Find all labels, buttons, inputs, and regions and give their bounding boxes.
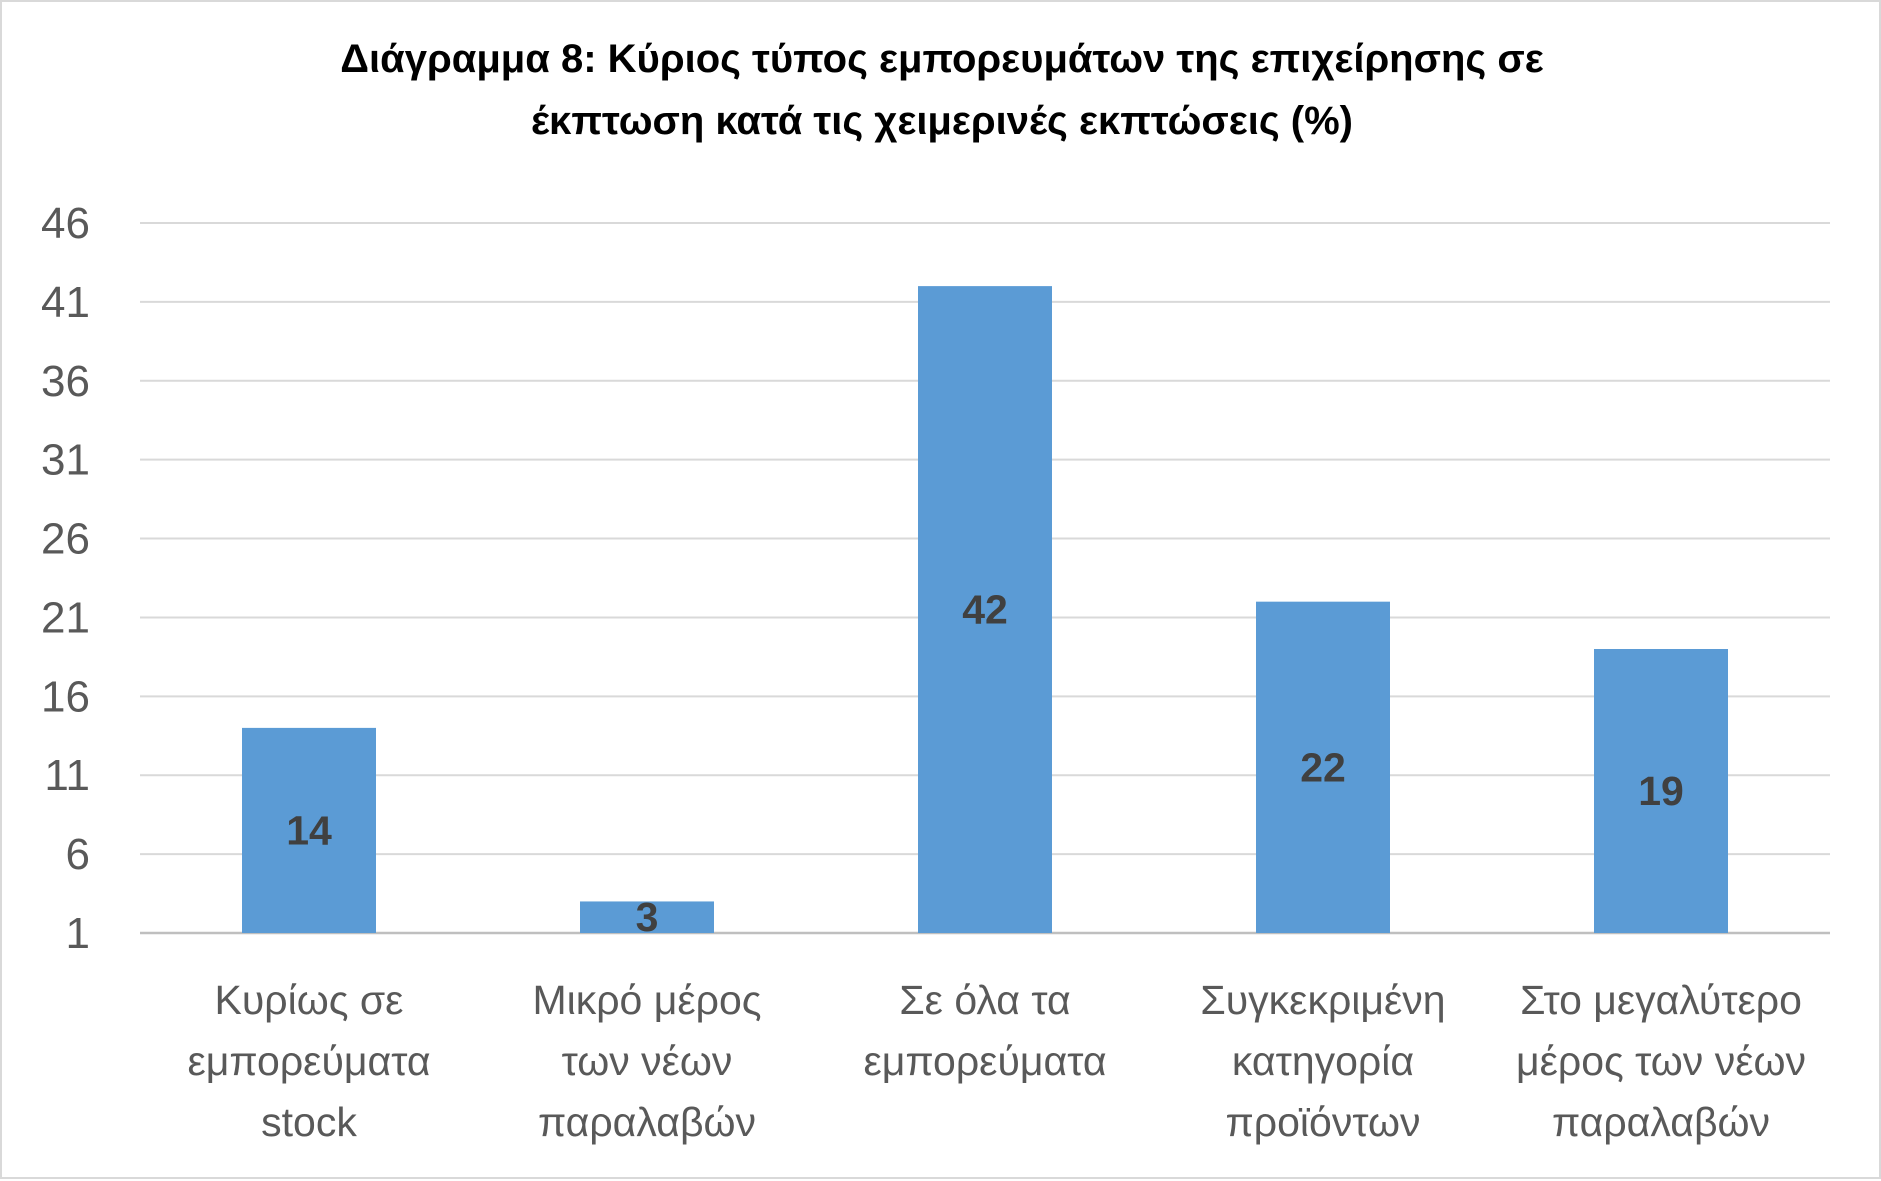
y-tick-label: 1 — [66, 909, 90, 958]
chart-title-line-2: έκπτωση κατά τις χειμερινές εκπτώσεις (%… — [531, 99, 1353, 143]
data-label-5: 19 — [1638, 768, 1684, 814]
x-category-label-1-line-1: Κυρίως σε — [215, 977, 404, 1023]
x-category-label-4-line-2: κατηγορία — [1232, 1038, 1414, 1084]
data-labels: 14 3 42 22 19 — [286, 587, 1684, 941]
chart-title: Διάγραμμα 8: Κύριος τύπος εμπορευμάτων τ… — [340, 37, 1543, 143]
x-category-label-3-line-1: Σε όλα τα — [899, 977, 1070, 1023]
y-tick-label: 36 — [41, 357, 90, 406]
y-tick-label: 26 — [41, 515, 90, 564]
bars — [242, 286, 1728, 934]
x-category-label-2-line-1: Μικρό μέρος — [532, 977, 761, 1023]
y-tick-label: 16 — [41, 672, 90, 721]
bar-3 — [918, 286, 1052, 934]
x-category-label-1-line-3: stock — [261, 1099, 357, 1145]
x-category-label-4-line-3: προϊόντων — [1226, 1099, 1421, 1145]
y-tick-label: 6 — [66, 830, 90, 879]
bar-4 — [1256, 601, 1390, 933]
data-label-1: 14 — [286, 807, 332, 853]
data-label-3: 42 — [962, 587, 1008, 633]
bar-1 — [242, 727, 376, 933]
x-category-label-5-line-3: παραλαβών — [1552, 1099, 1770, 1145]
y-tick-label: 46 — [41, 199, 90, 248]
y-tick-label: 41 — [41, 278, 90, 327]
x-axis-categories: Κυρίως σε εμπορεύματα stock Μικρό μέρος των … — [187, 977, 1806, 1145]
y-tick-label: 11 — [44, 751, 90, 800]
y-tick-label: 21 — [41, 593, 90, 642]
data-label-2: 3 — [636, 894, 659, 940]
bar-5 — [1594, 649, 1728, 933]
x-category-label-5-line-1: Στο μεγαλύτερο — [1520, 977, 1802, 1023]
x-category-label-2-line-3: παραλαβών — [538, 1099, 756, 1145]
x-category-label-3-line-2: εμπορεύματα — [863, 1038, 1106, 1084]
x-category-label-5-line-2: μέρος των νέων — [1516, 1038, 1806, 1084]
chart-title-line-1: Διάγραμμα 8: Κύριος τύπος εμπορευμάτων τ… — [340, 37, 1543, 81]
data-label-4: 22 — [1300, 744, 1346, 790]
bar-2 — [580, 901, 714, 933]
y-tick-label: 31 — [41, 436, 90, 485]
x-category-label-2-line-2: των νέων — [562, 1038, 733, 1084]
x-category-label-1-line-2: εμπορεύματα — [187, 1038, 430, 1084]
x-category-label-4-line-1: Συγκεκριμένη — [1200, 977, 1445, 1023]
